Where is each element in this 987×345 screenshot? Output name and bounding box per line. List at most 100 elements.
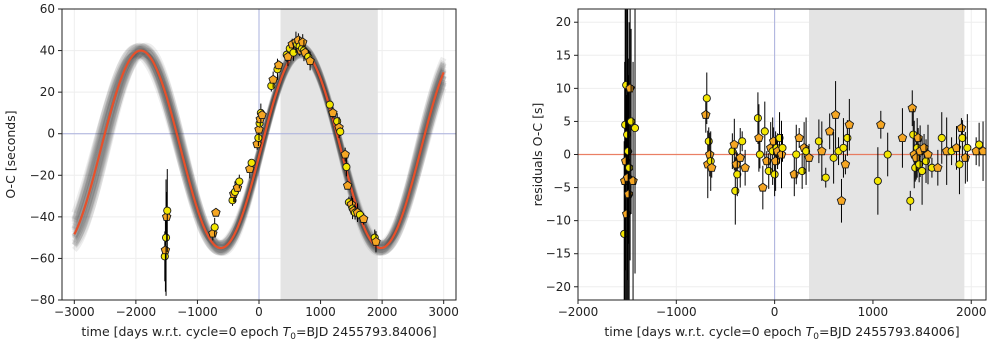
- data-point-pentagon: [729, 139, 740, 149]
- x-tick-label: 3000: [428, 305, 459, 319]
- data-point-pentagon: [804, 152, 814, 162]
- y-axis-label: O-C [seconds]: [3, 110, 18, 198]
- data-point-pentagon: [625, 83, 635, 93]
- data-point-circle: [163, 206, 172, 215]
- x-tick-label: 1000: [305, 305, 336, 319]
- data-point-pentagon: [340, 149, 350, 159]
- data-point-circle: [738, 137, 747, 146]
- model-sample-curve: [72, 42, 447, 256]
- data-point-pentagon: [762, 156, 772, 166]
- data-point-circle: [289, 48, 298, 57]
- data-point-pentagon: [776, 149, 787, 159]
- data-point-pentagon: [830, 109, 841, 119]
- data-point-pentagon: [257, 110, 267, 120]
- y-tick-label: −5: [553, 181, 571, 195]
- data-point-pentagon: [305, 56, 315, 65]
- data-point-circle: [247, 158, 256, 167]
- data-point-pentagon: [824, 126, 835, 136]
- y-tick-label: −20: [30, 168, 55, 182]
- data-point-circle: [753, 114, 762, 123]
- y-tick-label: 20: [556, 15, 571, 29]
- y-tick-label: 0: [47, 127, 55, 141]
- y-tick-label: 60: [40, 2, 55, 16]
- data-point-circle: [873, 176, 882, 186]
- x-tick-label: 2000: [956, 305, 987, 319]
- data-point-pentagon: [705, 149, 715, 159]
- data-point-pentagon: [758, 182, 768, 192]
- data-point-circle: [625, 163, 634, 172]
- data-point-circle: [778, 143, 787, 152]
- data-point-circle: [755, 150, 764, 159]
- data-point-circle: [731, 186, 740, 195]
- x-tick-label: 0: [255, 305, 263, 319]
- data-point-circle: [937, 133, 946, 143]
- data-point-pentagon: [951, 142, 962, 152]
- y-axis-label: residuals O-C [s]: [530, 103, 545, 207]
- data-point-circle: [792, 150, 801, 159]
- plot-area: [578, 9, 986, 300]
- data-point-circle: [325, 100, 334, 109]
- data-point-pentagon: [897, 133, 908, 142]
- data-point-pentagon: [358, 213, 369, 223]
- x-tick-label: −2000: [558, 305, 599, 319]
- model-sample-curve: [71, 44, 447, 254]
- y-tick-label: −15: [546, 247, 571, 261]
- data-point-pentagon: [328, 107, 338, 117]
- y-tick-label: −10: [546, 214, 571, 228]
- y-tick-label: −60: [30, 251, 55, 265]
- data-point-pentagon: [706, 162, 717, 172]
- right-panel: −2000 −1000 0 1000 2000 −20 −15 −10 −5 0 5 10 15 20 ti…: [530, 8, 987, 342]
- data-point-circle: [704, 137, 713, 146]
- x-axis-label: time [days w.r.t. cycle=0 epoch T0=BJD 2…: [81, 324, 436, 342]
- data-point-pentagon: [342, 180, 353, 190]
- x-tick-label: −2000: [116, 305, 157, 319]
- data-point-circle: [814, 137, 823, 146]
- data-point-pentagon: [371, 236, 381, 246]
- x-tick-label: −1000: [656, 305, 697, 319]
- data-point-pentagon: [844, 119, 855, 129]
- data-point-pentagon: [701, 109, 711, 119]
- data-point-circle: [336, 127, 345, 136]
- data-point-circle: [955, 160, 964, 169]
- x-tick-label: 2000: [367, 305, 398, 319]
- left-panel: −3000 −2000 −1000 0 1000 2000 3000 −80 −60 −40 −20…: [3, 2, 459, 342]
- data-point-circle: [921, 157, 931, 166]
- data-point-pentagon: [956, 123, 967, 133]
- data-point-pentagon: [933, 162, 943, 172]
- y-tick-label: −20: [546, 280, 571, 294]
- data-point-circle: [798, 166, 807, 176]
- data-point-circle: [161, 233, 171, 242]
- data-point-circle: [958, 133, 967, 143]
- y-tick-label: 40: [40, 44, 55, 58]
- y-tick-label: 5: [563, 114, 571, 128]
- y-tick-label: 0: [563, 148, 571, 162]
- data-point-circle: [728, 147, 737, 156]
- data-point-circle: [802, 147, 811, 156]
- y-tick-label: −40: [30, 210, 55, 224]
- data-point-pentagon: [735, 152, 745, 162]
- data-point-pentagon: [254, 124, 264, 134]
- data-point-pentagon: [211, 207, 221, 217]
- x-axis-label: time [days w.r.t. cycle=0 epoch T0=BJD 2…: [604, 324, 959, 342]
- x-tick-label: 0: [771, 305, 779, 319]
- data-point-pentagon: [978, 146, 986, 156]
- data-point-pentagon: [876, 119, 886, 129]
- data-point-pentagon: [789, 169, 799, 179]
- data-point-circle: [627, 117, 636, 126]
- data-point-circle: [975, 140, 984, 149]
- data-point-circle: [770, 170, 779, 179]
- data-point-circle: [821, 173, 830, 182]
- data-point-circle: [702, 94, 711, 103]
- data-point-circle: [839, 143, 848, 152]
- shaded-region: [280, 9, 378, 300]
- data-point-pentagon: [273, 60, 284, 70]
- data-point-pentagon: [268, 74, 278, 84]
- data-point-pentagon: [817, 146, 827, 156]
- data-point-pentagon: [836, 195, 847, 205]
- data-point-pentagon: [160, 245, 171, 255]
- data-point-circle: [235, 177, 244, 186]
- data-point-circle: [733, 170, 742, 179]
- data-point-circle: [883, 150, 892, 159]
- data-point-circle: [915, 160, 924, 169]
